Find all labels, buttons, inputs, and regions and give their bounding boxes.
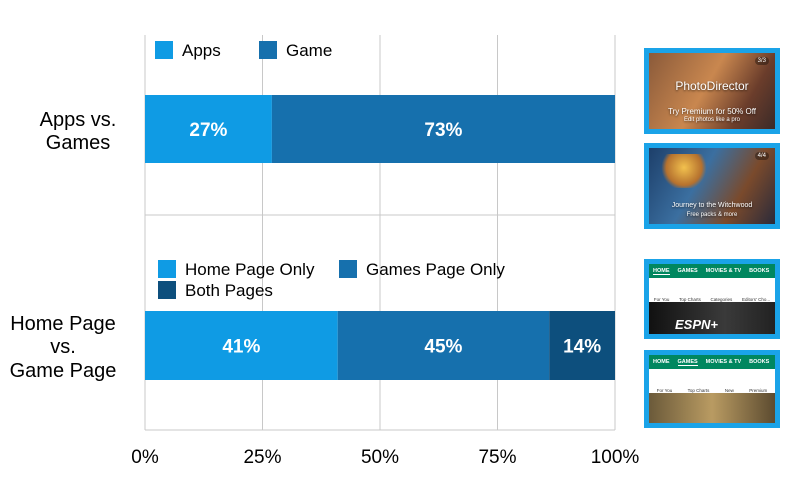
legend-label: Game: [286, 41, 332, 60]
store-home-cat: Categories: [710, 297, 733, 302]
x-tick-label: 100%: [591, 447, 640, 468]
photodirector-promo-screenshot: 3/3 PhotoDirector Try Premium for 50% Of…: [644, 48, 780, 134]
x-tick-label: 25%: [243, 447, 281, 468]
store-games-tab-books: BOOKS: [749, 359, 770, 365]
bar-segment-both-pages: [549, 311, 615, 380]
store-games-cat: Premium: [749, 388, 768, 393]
category-label: Apps vs.: [40, 109, 117, 131]
promo2-badge: 4/4: [754, 152, 769, 160]
store-games-tab-movies: MOVIES & TV: [705, 359, 742, 365]
legend-label: Both Pages: [185, 281, 273, 300]
promo1-line2: Edit photos like a pro: [683, 117, 741, 123]
legend-label: Apps: [182, 41, 221, 60]
data-label: 41%: [222, 337, 260, 358]
promo2-title: Journey to the Witchwood: [671, 202, 753, 209]
store-games-tabs: HOME GAMES MOVIES & TV BOOKS: [649, 355, 775, 369]
store-home-cat: Editors' Cho...: [742, 297, 771, 302]
store-home-tab-games: GAMES: [677, 268, 698, 274]
store-home-cat: For You: [653, 297, 670, 302]
x-tick-label: 0%: [131, 447, 159, 468]
store-home-tab-home: HOME: [653, 267, 670, 275]
bar-segment-games-page-only: [337, 311, 550, 380]
hearthstone-promo-screenshot: 4/4 Journey to the Witchwood Free packs …: [644, 143, 780, 229]
store-home-tabs: HOME GAMES MOVIES & TV BOOKS: [649, 264, 775, 278]
store-home-cat: Top Charts: [679, 297, 701, 302]
category-label: Home Page: [10, 313, 116, 335]
store-games-tab-home: HOME: [653, 359, 670, 365]
promo1-title: PhotoDirector: [675, 79, 749, 93]
promo1-badge: 3/3: [754, 57, 769, 65]
store-home-categories: For You Top Charts Categories Editors' C…: [649, 278, 775, 304]
hearthstone-logo: [659, 154, 709, 188]
store-games-banner: [649, 393, 775, 423]
legend-swatch-both-pages: [158, 281, 176, 299]
bar-segment-home-page-only: [145, 311, 338, 380]
legend-swatch-game: [259, 41, 277, 59]
x-tick-label: 75%: [478, 447, 516, 468]
category-label: vs.: [50, 336, 76, 358]
store-games-cat: Top Charts: [687, 388, 710, 393]
store-games-tab-games: GAMES: [677, 358, 698, 366]
legend-swatch-home-page-only: [158, 260, 176, 278]
play-store-games-screenshot: HOME GAMES MOVIES & TV BOOKS For You Top…: [644, 350, 780, 428]
legend-swatch-games-page-only: [339, 260, 357, 278]
bar-segment-game: [271, 95, 615, 163]
store-games-cat: For You: [656, 388, 673, 393]
legend-label: Games Page Only: [366, 260, 505, 279]
store-home-tab-movies: MOVIES & TV: [705, 268, 742, 274]
data-label: 45%: [424, 337, 462, 358]
store-home-tab-books: BOOKS: [749, 268, 770, 274]
store-games-categories: For You Top Charts New Premium: [649, 369, 775, 395]
play-store-home-screenshot: HOME GAMES MOVIES & TV BOOKS For You Top…: [644, 259, 780, 339]
legend-label: Home Page Only: [185, 260, 315, 279]
data-label: 73%: [424, 120, 462, 141]
x-tick-label: 50%: [361, 447, 399, 468]
bar-segment-apps: [145, 95, 272, 163]
data-label: 27%: [189, 120, 227, 141]
espn-logo: ESPN+: [675, 317, 718, 332]
data-label: 14%: [563, 337, 601, 358]
category-label: Game Page: [10, 360, 117, 382]
promo1-line1: Try Premium for 50% Off: [667, 107, 757, 116]
promo2-line2: Free packs & more: [686, 212, 738, 218]
category-label: Games: [46, 132, 110, 154]
store-home-banner: ESPN+: [649, 302, 775, 334]
legend-swatch-apps: [155, 41, 173, 59]
store-games-cat: New: [724, 388, 734, 393]
